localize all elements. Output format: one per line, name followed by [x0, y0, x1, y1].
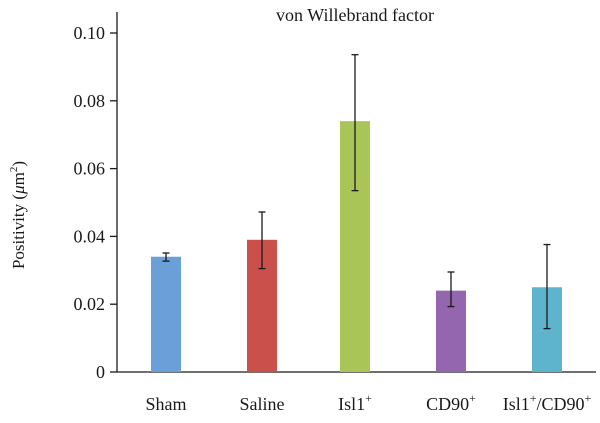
- error-bar: [162, 252, 170, 262]
- y-tick-label: 0.08: [74, 91, 106, 111]
- bar-series: [151, 121, 562, 372]
- y-axis-ticks: 0 0.02 0.04 0.06 0.08 0.10: [74, 23, 117, 382]
- x-axis-labels: Sham Saline Isl1+ CD90+ Isl1+/CD90+: [145, 391, 591, 414]
- y-axis-label: Positivity (μm2): [8, 161, 28, 269]
- y-axis-label-exp: 2: [8, 167, 20, 173]
- error-bars: [162, 54, 551, 330]
- x-category-label: Isl1+: [338, 391, 372, 414]
- bar: [151, 256, 181, 372]
- y-axis-label-mu: μ: [9, 185, 28, 195]
- y-tick-label: 0.02: [74, 294, 106, 314]
- chart-title: von Willebrand factor: [276, 5, 434, 25]
- error-bar: [258, 211, 266, 270]
- y-tick-label: 0.04: [74, 226, 106, 246]
- svg-text:Positivity (μm2): Positivity (μm2): [8, 161, 28, 269]
- error-bar: [351, 54, 359, 192]
- y-axis-label-suffix: ): [9, 161, 28, 167]
- error-bar: [447, 271, 455, 308]
- x-category-label: CD90+: [426, 391, 476, 414]
- y-tick-label: 0.06: [74, 159, 106, 179]
- y-axis-label-prefix: Positivity (: [9, 194, 28, 269]
- x-category-label: Isl1+/CD90+: [503, 391, 592, 414]
- y-tick-label: 0.10: [74, 23, 106, 43]
- y-tick-label: 0: [96, 362, 105, 382]
- error-bar: [543, 243, 551, 330]
- y-axis-label-unit: m: [9, 172, 28, 185]
- x-category-label: Saline: [240, 394, 285, 414]
- x-category-label: Sham: [145, 394, 186, 414]
